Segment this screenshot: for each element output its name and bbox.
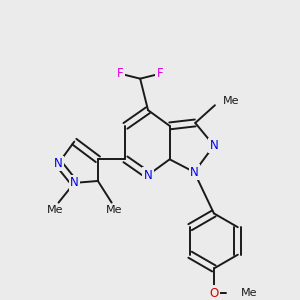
Text: F: F	[157, 67, 163, 80]
Text: Me: Me	[223, 96, 239, 106]
Text: N: N	[54, 157, 63, 170]
Text: Me: Me	[47, 206, 64, 215]
Text: N: N	[70, 176, 79, 189]
Text: Me: Me	[106, 206, 123, 215]
Text: F: F	[117, 67, 124, 80]
Text: N: N	[144, 169, 152, 182]
Text: O: O	[209, 286, 219, 300]
Text: N: N	[190, 166, 199, 178]
Text: N: N	[210, 139, 218, 152]
Text: Me: Me	[241, 288, 257, 298]
